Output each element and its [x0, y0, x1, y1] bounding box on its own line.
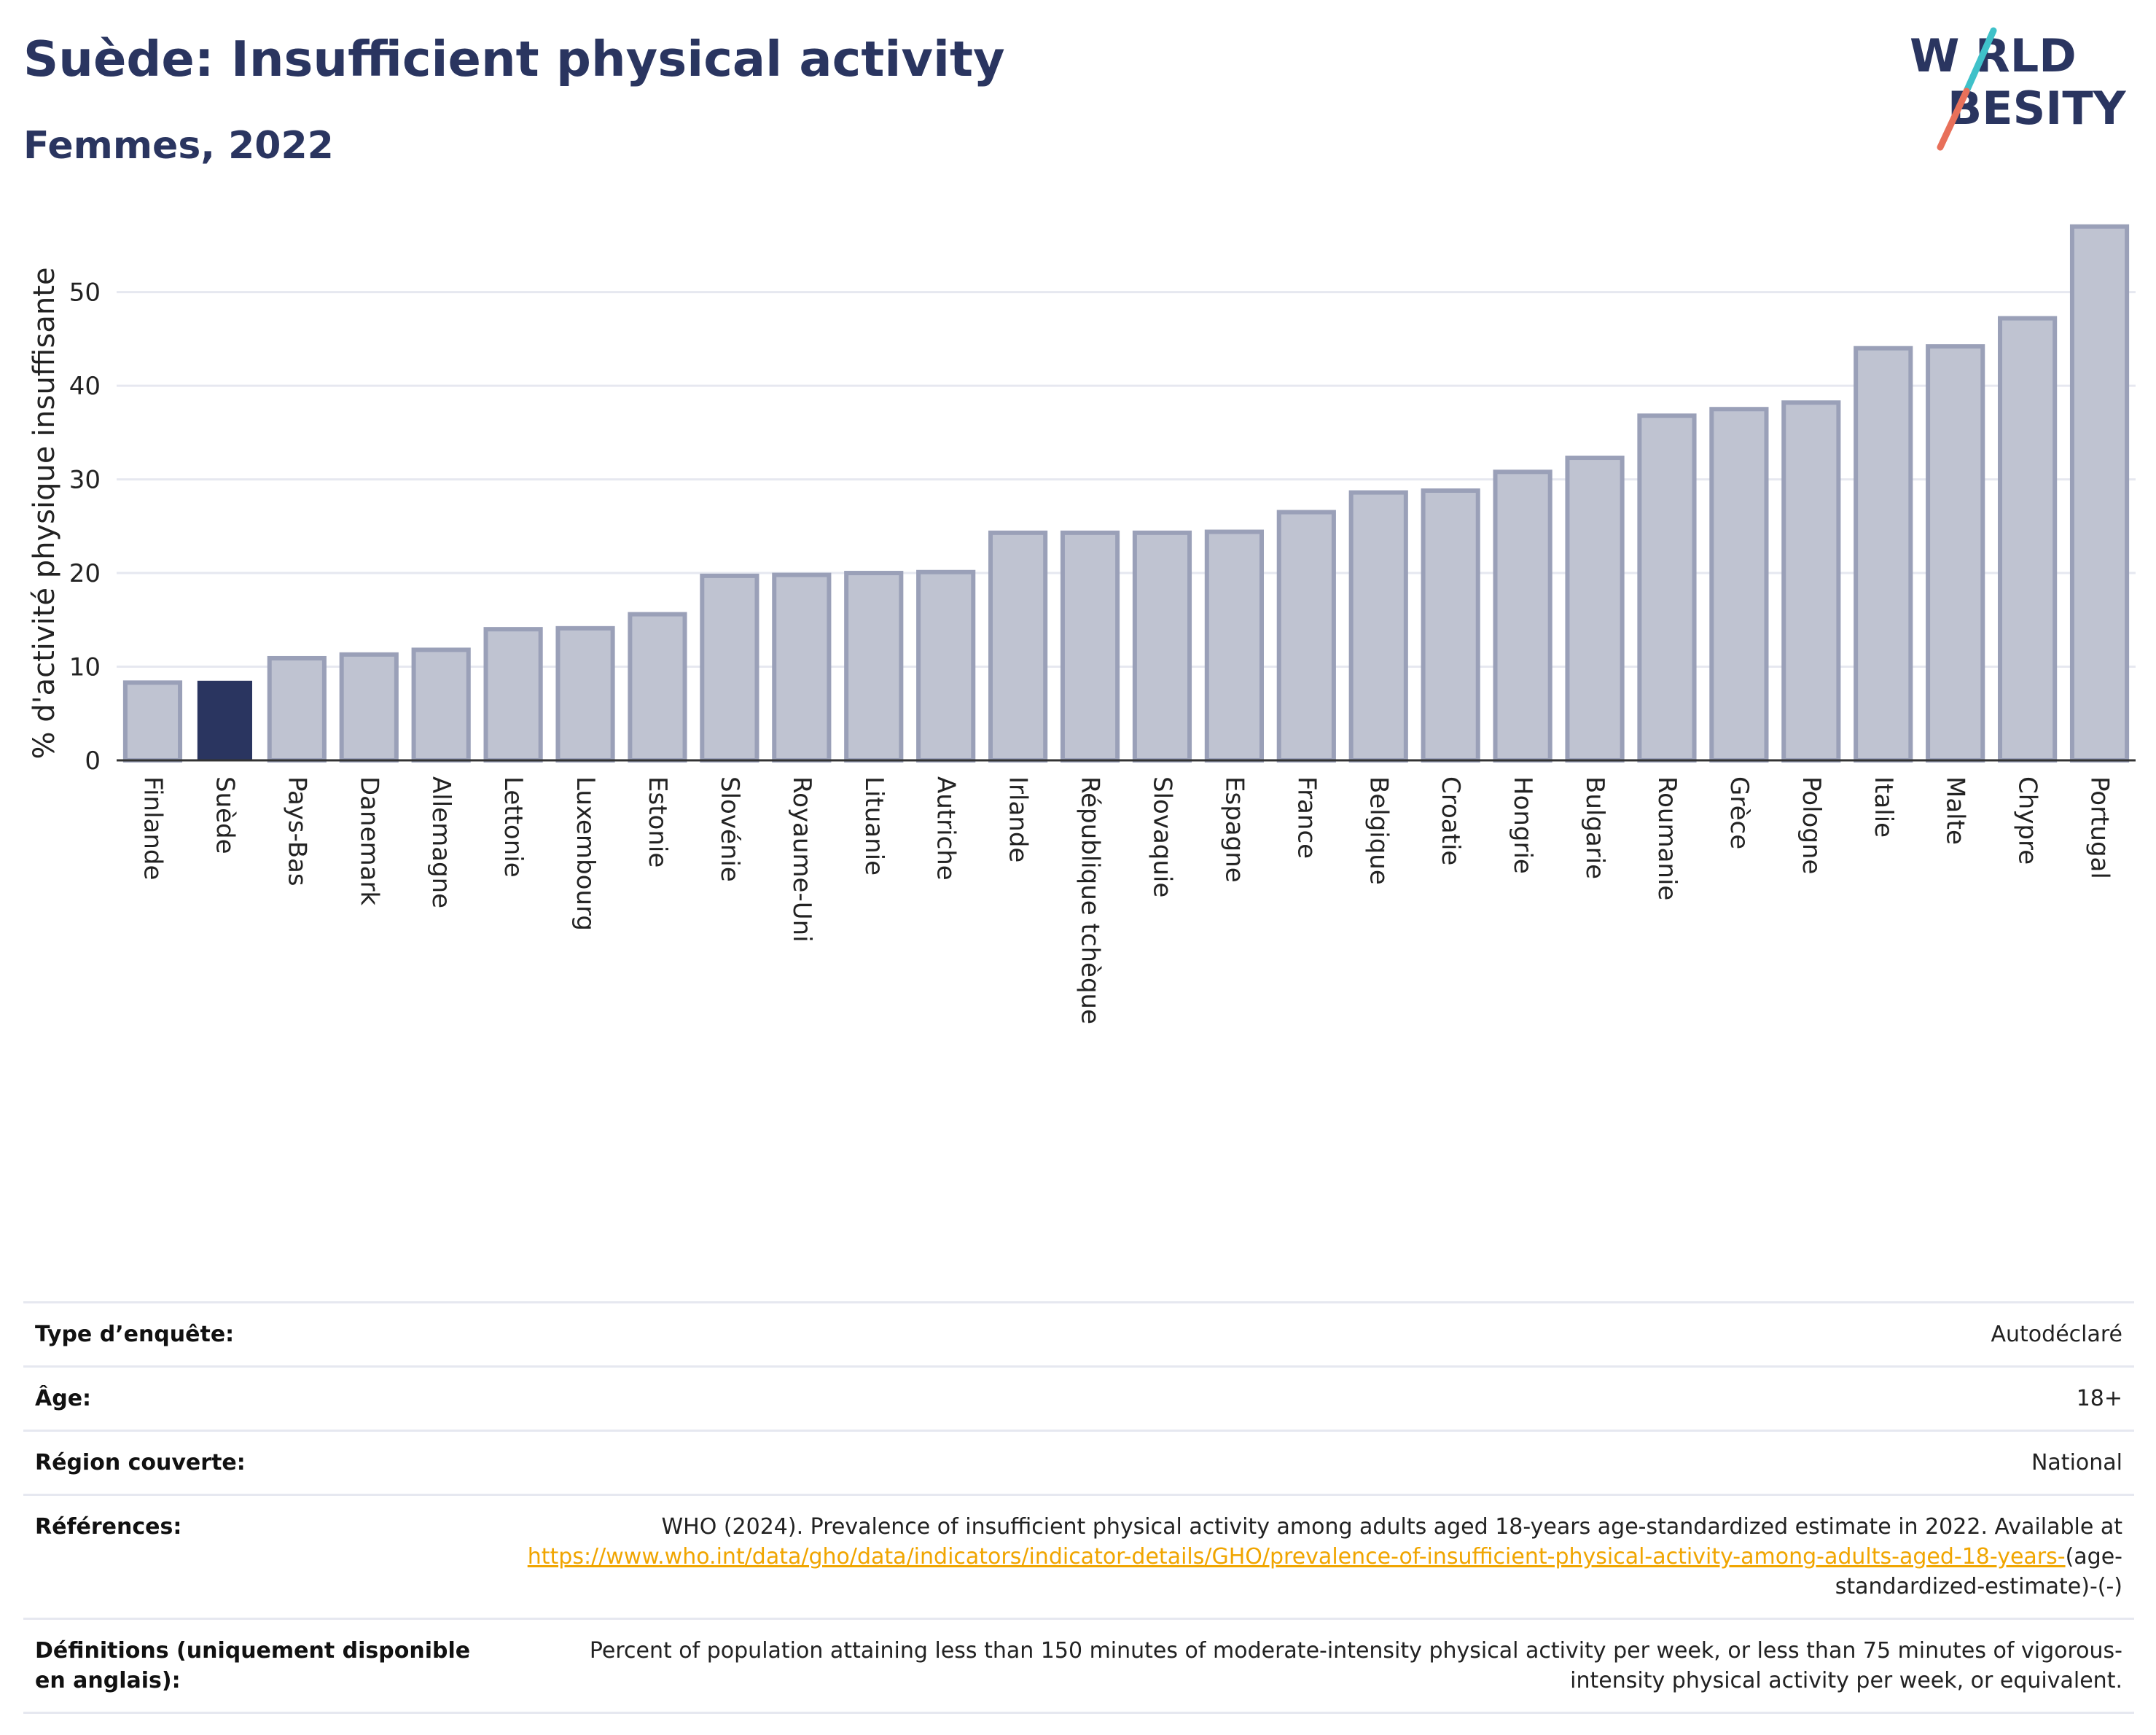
info-row-survey-type: Type d’enquête: Autodéclaré — [23, 1301, 2134, 1368]
bar-24 — [1854, 346, 1913, 763]
y-tick-label: 0 — [85, 746, 101, 776]
x-tick-label: Slovénie — [715, 776, 744, 882]
page-subtitle: Femmes, 2022 — [23, 124, 334, 168]
bar-0 — [122, 680, 183, 763]
bar-5 — [483, 627, 543, 763]
x-tick-label: Lettonie — [499, 776, 528, 878]
info-label: Références: — [23, 1494, 513, 1620]
info-table: Type d’enquête: Autodéclaré Âge: 18+ Rég… — [23, 1301, 2134, 1714]
bar-18 — [1421, 488, 1480, 763]
x-tick-label: Autriche — [931, 776, 961, 881]
x-tick-label: Pays-Bas — [282, 776, 311, 886]
x-tick-label: Estonie — [643, 776, 672, 868]
bar-13 — [1060, 530, 1120, 763]
info-value: 18+ — [513, 1365, 2134, 1432]
info-value: WHO (2024). Prevalence of insufficient p… — [513, 1494, 2134, 1620]
x-tick-label: Espagne — [1219, 776, 1249, 883]
bar-21 — [1637, 413, 1697, 763]
bar-1 — [197, 680, 252, 760]
info-value: Percent of population attaining less tha… — [513, 1618, 2134, 1714]
reference-text: WHO (2024). Prevalence of insufficient p… — [661, 1514, 2122, 1540]
page-title: Suède: Insufficient physical activity — [23, 31, 1005, 87]
x-tick-label: Hongrie — [1508, 776, 1537, 874]
info-row-references: Références: WHO (2024). Prevalence of in… — [23, 1494, 2134, 1620]
info-value: National — [513, 1430, 2134, 1496]
x-tick-label: Irlande — [1004, 776, 1033, 862]
bar-16 — [1276, 510, 1336, 763]
info-label: Âge: — [23, 1365, 513, 1432]
y-tick-label: 30 — [69, 466, 101, 495]
info-label: Définitions (uniquement disponible en an… — [23, 1618, 513, 1714]
info-row-definitions: Définitions (uniquement disponible en an… — [23, 1618, 2134, 1714]
bar-14 — [1132, 530, 1192, 763]
bar-chart: 0 10 20 30 40 50 % d'activité physique insuffi… — [28, 224, 2136, 1024]
x-tick-label: Finlande — [138, 776, 167, 880]
x-tick-label: Danemark — [354, 776, 383, 905]
bar-10 — [844, 571, 904, 763]
x-tick-label: République tchèque — [1076, 776, 1105, 1024]
bar-7 — [628, 612, 687, 763]
x-tick-label: Bulgarie — [1580, 776, 1609, 879]
bar-6 — [555, 625, 615, 763]
info-label: Type d’enquête: — [23, 1301, 513, 1368]
bar-25 — [1926, 344, 1985, 763]
x-tick-label: Portugal — [2085, 776, 2114, 879]
bar-26 — [1998, 316, 2058, 763]
bar-22 — [1709, 407, 1769, 763]
x-tick-label: Roumanie — [1652, 776, 1682, 900]
info-row-age: Âge: 18+ — [23, 1365, 2134, 1432]
bar-4 — [411, 647, 471, 763]
x-tick-label: Pologne — [1797, 776, 1826, 874]
logo-slash-top — [1963, 27, 1997, 95]
y-tick-label: 20 — [69, 559, 101, 588]
info-label: Région couverte: — [23, 1430, 513, 1496]
x-tick-label: Allemagne — [426, 776, 456, 908]
x-tick-label: Suède — [210, 776, 239, 854]
x-tick-label: France — [1292, 776, 1321, 859]
bar-15 — [1204, 529, 1264, 763]
x-tick-label: Malte — [1941, 776, 1970, 845]
bar-12 — [988, 530, 1048, 763]
bar-3 — [339, 652, 399, 763]
y-axis-title: % d'activité physique insuffisante — [28, 268, 61, 760]
bar-11 — [916, 569, 976, 763]
bar-17 — [1348, 490, 1408, 763]
x-tick-label: Lituanie — [859, 776, 888, 876]
reference-suffix: (age-standardized-estimate)-(-) — [1835, 1544, 2122, 1599]
bar-9 — [772, 572, 832, 763]
logo-slash-bottom — [1937, 87, 1970, 151]
bar-8 — [700, 573, 759, 763]
x-tick-label: Grèce — [1725, 776, 1754, 849]
world-obesity-logo: W RLD BESITY — [1910, 27, 2127, 151]
bar-20 — [1565, 456, 1625, 763]
x-tick-label: Luxembourg — [571, 776, 600, 931]
logo-text-obesity: BESITY — [1948, 82, 2127, 135]
info-value: Autodéclaré — [513, 1301, 2134, 1368]
x-tick-label: Croatie — [1436, 776, 1465, 865]
y-tick-label: 50 — [69, 278, 101, 308]
reference-link[interactable]: https://www.who.int/data/gho/data/indica… — [527, 1544, 2066, 1570]
bar-27 — [2069, 224, 2130, 763]
x-tick-label: Chypre — [2013, 776, 2042, 865]
x-tick-label: Royaume-Uni — [787, 776, 816, 943]
x-tick-label: Italie — [1869, 776, 1898, 838]
bar-19 — [1493, 469, 1552, 763]
bar-23 — [1781, 400, 1841, 763]
info-row-region: Région couverte: National — [23, 1430, 2134, 1496]
bar-2 — [267, 655, 327, 763]
x-tick-label: Slovaquie — [1147, 776, 1176, 897]
y-tick-label: 10 — [69, 653, 101, 682]
x-tick-label: Belgique — [1364, 776, 1393, 885]
y-tick-label: 40 — [69, 372, 101, 401]
